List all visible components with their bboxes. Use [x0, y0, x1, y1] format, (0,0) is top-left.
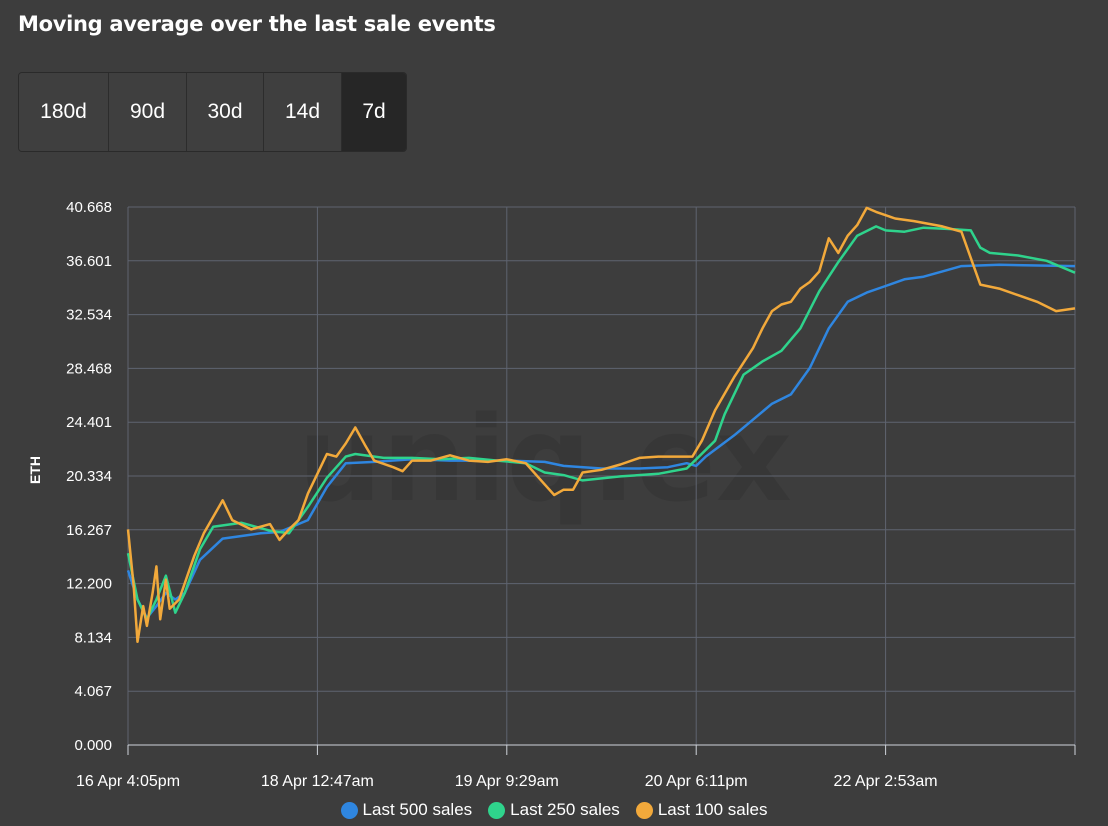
- y-tick-label: 40.668: [66, 199, 112, 216]
- legend-item-last-500[interactable]: Last 500 sales: [340, 800, 473, 820]
- legend: Last 500 sales Last 250 sales Last 100 s…: [0, 797, 1108, 823]
- range-button-180d[interactable]: 180d: [19, 73, 109, 151]
- y-tick-label: 28.468: [66, 360, 112, 377]
- legend-label-last-250: Last 250 sales: [510, 800, 620, 819]
- moving-average-chart: uniq.ex 0.000 4.067 8.134 12.200 16.267 20.33…: [27, 199, 1076, 790]
- y-tick-label: 24.401: [66, 414, 112, 431]
- y-tick-label: 36.601: [66, 253, 112, 270]
- legend-marker-last-250: [488, 801, 506, 819]
- y-axis-ticks: 0.000 4.067 8.134 12.200 16.267 20.334 24.401 2…: [66, 199, 112, 754]
- legend-item-last-250[interactable]: Last 250 sales: [488, 800, 620, 820]
- y-tick-label: 0.000: [74, 737, 112, 754]
- legend-item-last-100[interactable]: Last 100 sales: [635, 800, 768, 820]
- range-button-7d[interactable]: 7d: [342, 73, 406, 151]
- x-tick-label: 22 Apr 2:53am: [834, 773, 938, 790]
- x-tick-label: 16 Apr 4:05pm: [76, 773, 180, 790]
- watermark: uniq.ex: [298, 390, 792, 528]
- y-tick-label: 12.200: [66, 576, 112, 593]
- y-tick-label: 8.134: [74, 629, 112, 646]
- legend-label-last-500: Last 500 sales: [362, 800, 473, 819]
- y-axis-label: ETH: [27, 456, 43, 484]
- x-tick-label: 19 Apr 9:29am: [455, 773, 559, 790]
- x-tick-label: 18 Apr 12:47am: [261, 773, 374, 790]
- series-line-last-500: [126, 263, 1076, 620]
- series-line-last-100: [126, 206, 1076, 644]
- chart-title: Moving average over the last sale events: [18, 12, 496, 36]
- range-button-14d[interactable]: 14d: [264, 73, 342, 151]
- x-tick-label: 20 Apr 6:11pm: [645, 773, 748, 790]
- y-tick-label: 16.267: [66, 522, 112, 539]
- y-tick-label: 4.067: [74, 683, 112, 700]
- range-selector: 180d 90d 30d 14d 7d: [18, 72, 407, 152]
- range-button-90d[interactable]: 90d: [109, 73, 187, 151]
- legend-label-last-100: Last 100 sales: [657, 800, 768, 819]
- legend-marker-last-100: [635, 801, 653, 819]
- series-line-last-250: [126, 225, 1076, 621]
- y-tick-label: 20.334: [66, 468, 112, 485]
- x-axis-ticks: 16 Apr 4:05pm 18 Apr 12:47am 19 Apr 9:29am…: [76, 773, 938, 790]
- series-lines: [126, 206, 1076, 644]
- legend-marker-last-500: [340, 801, 358, 819]
- y-tick-label: 32.534: [66, 307, 112, 324]
- range-button-30d[interactable]: 30d: [187, 73, 264, 151]
- grid: [127, 206, 1076, 755]
